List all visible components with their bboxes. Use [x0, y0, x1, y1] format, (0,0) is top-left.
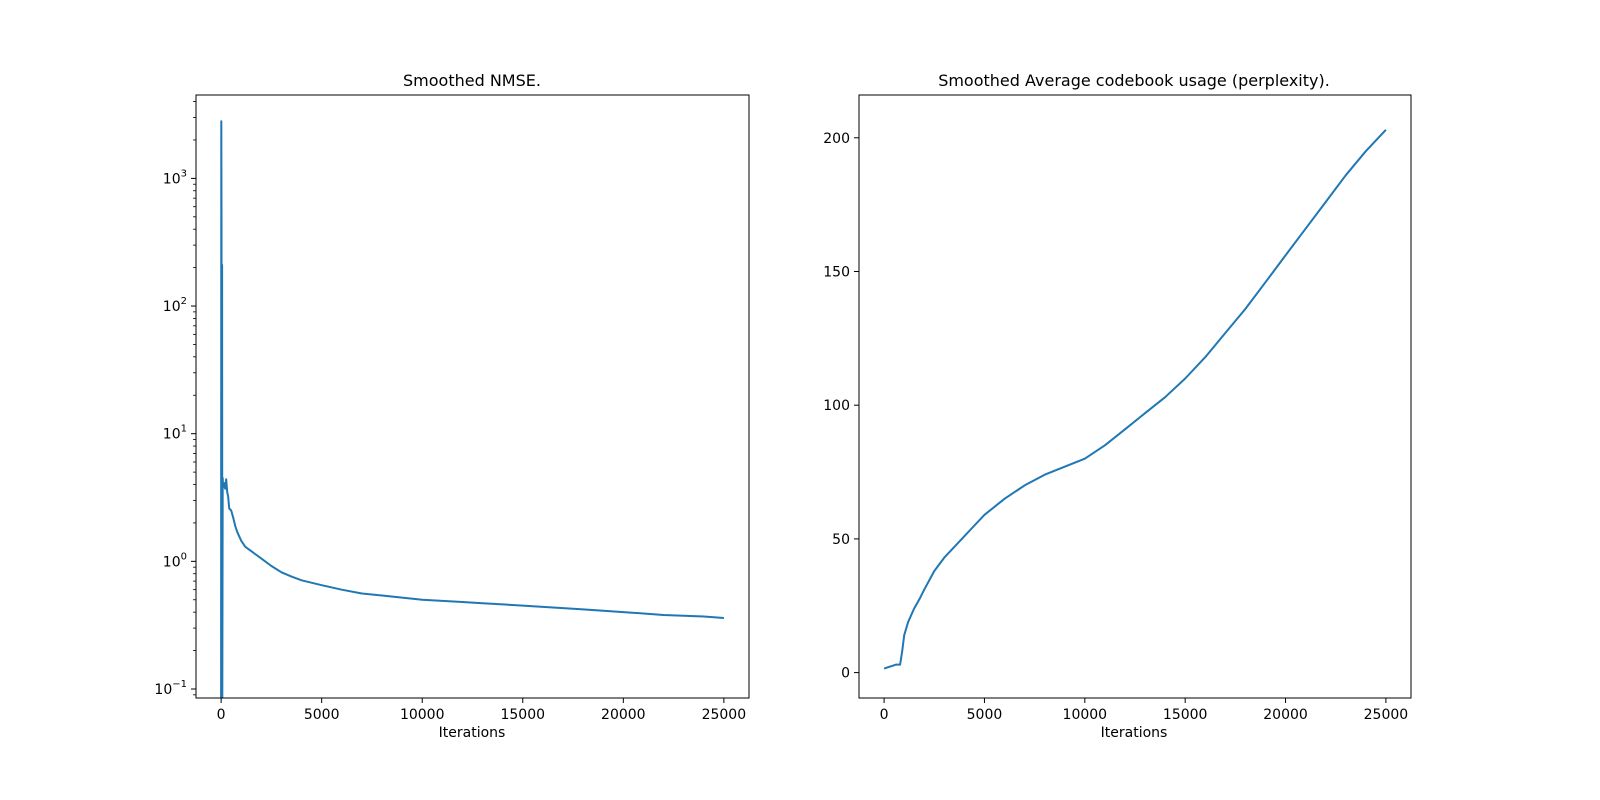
perplexity-y-tick-label: 150 — [823, 264, 850, 280]
nmse-y-tick-label: 102 — [163, 296, 187, 315]
perplexity-chart: Smoothed Average codebook usage (perplex… — [823, 71, 1412, 741]
nmse-plot-area: 0 5000 10000 15000 20000 25000 10−1 100 101 102 10… — [154, 94, 750, 723]
perplexity-y-tick-label: 0 — [841, 666, 850, 682]
nmse-x-tick-label: 0 — [217, 707, 226, 723]
perplexity-y-tick-label: 100 — [823, 398, 850, 414]
nmse-x-tick-label: 10000 — [400, 707, 445, 723]
nmse-y-tick-label: 101 — [163, 424, 187, 443]
perplexity-y-tick-label: 200 — [823, 131, 850, 147]
nmse-x-tick-label: 20000 — [601, 707, 646, 723]
nmse-chart: Smoothed NMSE. 0 5000 10000 15000 20000 25000… — [154, 71, 750, 741]
nmse-x-tick-label: 5000 — [304, 707, 340, 723]
perplexity-axes-frame — [858, 94, 1412, 699]
nmse-y-tick-label: 100 — [163, 551, 187, 570]
perplexity-plot-area: 0 5000 10000 15000 20000 25000 0 50 100 150 200 — [823, 94, 1412, 723]
perplexity-x-axis-label: Iterations — [1101, 725, 1168, 741]
perplexity-x-tick-label: 5000 — [967, 707, 1003, 723]
perplexity-series-line-0 — [883, 129, 1387, 670]
perplexity-x-tick-label: 20000 — [1263, 707, 1308, 723]
nmse-y-tick-label: 10−1 — [154, 679, 187, 698]
nmse-x-tick-label: 25000 — [702, 707, 747, 723]
perplexity-x-tick-label: 0 — [880, 707, 889, 723]
perplexity-x-tick-label: 25000 — [1364, 707, 1409, 723]
perplexity-chart-title: Smoothed Average codebook usage (perplex… — [938, 71, 1330, 90]
nmse-series-line-0 — [220, 120, 724, 698]
nmse-x-axis-label: Iterations — [439, 725, 506, 741]
nmse-axes-frame — [195, 94, 750, 699]
perplexity-x-tick-label: 10000 — [1063, 707, 1108, 723]
nmse-y-tick-label: 103 — [163, 168, 187, 187]
nmse-x-tick-label: 15000 — [500, 707, 545, 723]
perplexity-x-tick-label: 15000 — [1163, 707, 1208, 723]
nmse-chart-title: Smoothed NMSE. — [403, 71, 541, 90]
perplexity-y-tick-label: 50 — [832, 532, 850, 548]
